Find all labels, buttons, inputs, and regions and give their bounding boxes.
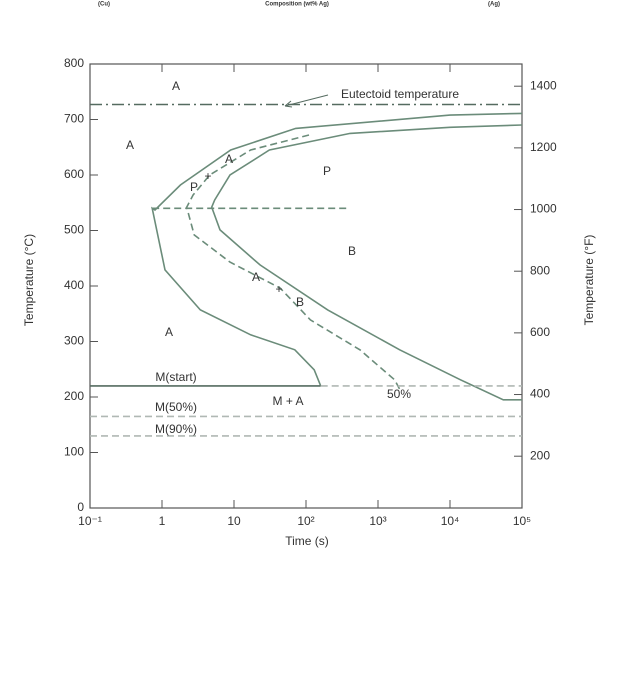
x-tick-label: 10⁴: [441, 514, 460, 528]
curve: [185, 134, 402, 393]
annotation: A: [225, 152, 233, 166]
y-tick-label: 500: [64, 223, 84, 237]
x-axis-label: Time (s): [285, 534, 329, 548]
y2-tick-label: 800: [530, 263, 550, 277]
curve: [210, 124, 523, 401]
header-left: (Cu): [98, 2, 110, 8]
annotation: 50%: [387, 387, 411, 401]
y-tick-label: 400: [64, 278, 84, 292]
annotation: A: [126, 138, 134, 152]
y2-tick-label: 400: [530, 387, 550, 401]
annotation: +: [204, 169, 211, 183]
y-tick-label: 300: [64, 334, 84, 348]
y-tick-label: 100: [64, 445, 84, 459]
x-tick-label: 10²: [297, 514, 314, 528]
header-right: (Ag): [488, 2, 500, 8]
annotation: +: [275, 282, 282, 296]
y-tick-label: 700: [64, 112, 84, 126]
annotation: M(50%): [155, 400, 197, 414]
x-tick-label: 10³: [369, 514, 386, 528]
y2-axis-label: Temperature (°F): [582, 235, 596, 326]
y2-tick-label: 200: [530, 448, 550, 462]
annotation: M(start): [155, 370, 196, 384]
y2-tick-label: 1400: [530, 78, 557, 92]
annotation: M + A: [272, 394, 303, 408]
annotation: B: [348, 244, 356, 258]
y-tick-label: 800: [64, 56, 84, 70]
y-tick-label: 600: [64, 167, 84, 181]
annotation: P: [190, 180, 198, 194]
y-tick-label: 200: [64, 389, 84, 403]
x-tick-label: 10⁵: [513, 514, 531, 528]
annotation: P: [323, 164, 331, 178]
annotation-leader: [284, 94, 329, 108]
x-tick-label: 10⁻¹: [78, 514, 102, 528]
annotation: M(90%): [155, 422, 197, 436]
y-axis-label: Temperature (°C): [22, 234, 36, 326]
annotation: A: [252, 270, 260, 284]
y2-tick-label: 1000: [530, 202, 557, 216]
annotation: A: [172, 79, 180, 93]
x-tick-label: 10: [227, 514, 241, 528]
header-center: Composition (wt% Ag): [265, 2, 329, 8]
y2-tick-label: 1200: [530, 140, 557, 154]
annotation: A: [165, 325, 173, 339]
y2-tick-label: 600: [530, 325, 550, 339]
y-tick-label: 0: [77, 500, 84, 514]
annotation: Eutectoid temperature: [341, 87, 459, 101]
annotation: B: [296, 295, 304, 309]
x-tick-label: 1: [159, 514, 166, 528]
